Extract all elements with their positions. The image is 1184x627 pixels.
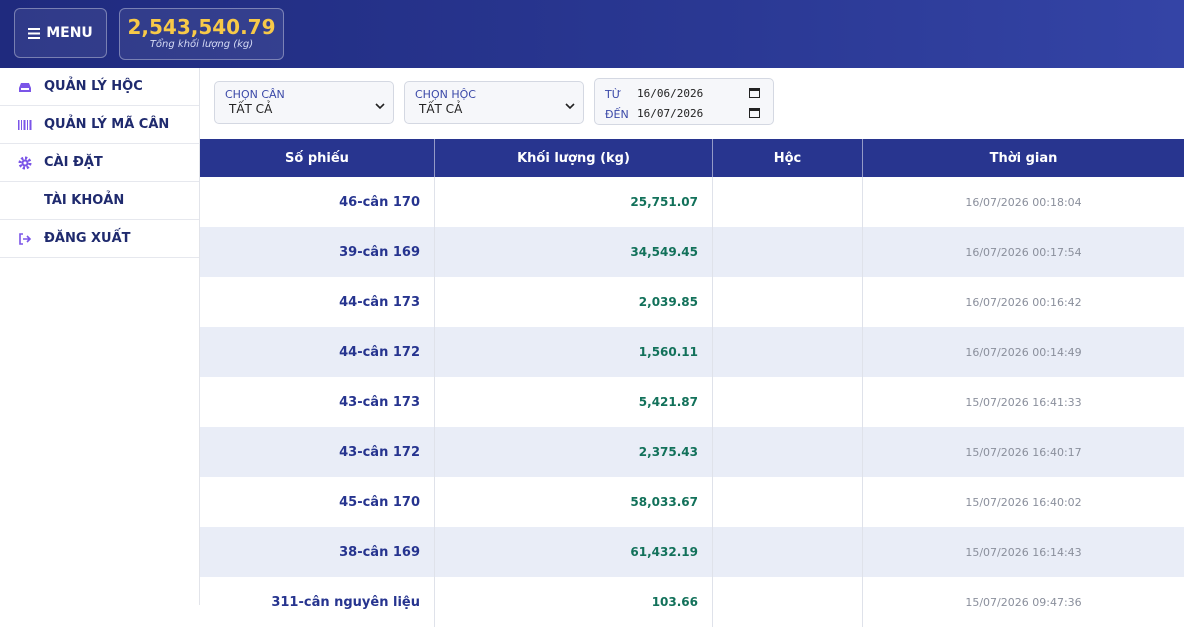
ticket-cell: 311-cân nguyên liệu <box>200 577 435 627</box>
nav-item[interactable]: TÀI KHOẢN <box>0 182 199 220</box>
nav-label: ĐĂNG XUẤT <box>44 231 131 246</box>
bin-cell <box>713 427 863 477</box>
weight-cell: 2,039.85 <box>435 277 713 327</box>
table-row: 44-cân 172 1,560.11 16/07/2026 00:14:49 <box>200 327 1184 377</box>
weight-cell: 61,432.19 <box>435 527 713 577</box>
date-to[interactable]: 16/07/2026 <box>637 107 704 120</box>
date-range: TỪ 16/06/2026 ĐẾN 16/07/2026 <box>594 78 774 125</box>
ticket-cell: 45-cân 170 <box>200 477 435 527</box>
ticket-cell: 43-cân 172 <box>200 427 435 477</box>
column-header: Hộc <box>713 139 863 177</box>
nav-icon <box>18 119 32 130</box>
nav-item[interactable]: ĐĂNG XUẤT <box>0 220 199 258</box>
bin-cell <box>713 177 863 227</box>
header: MENU 2,543,540.79 Tổng khối lượng (kg) <box>0 0 1184 68</box>
ticket-cell: 44-cân 172 <box>200 327 435 377</box>
select-value: TẤT CẢ <box>229 102 273 116</box>
weight-cell: 1,560.11 <box>435 327 713 377</box>
date-from[interactable]: 16/06/2026 <box>637 87 704 100</box>
select-hoc[interactable]: CHỌN HỘC TẤT CẢ <box>404 81 584 124</box>
bin-cell <box>713 477 863 527</box>
table-row: 45-cân 170 58,033.67 15/07/2026 16:40:02 <box>200 477 1184 527</box>
bin-cell <box>713 577 863 627</box>
time-cell: 16/07/2026 00:17:54 <box>965 245 1082 259</box>
nav-label: QUẢN LÝ MÃ CÂN <box>44 117 170 132</box>
bin-cell <box>713 227 863 277</box>
weight-cell: 25,751.07 <box>435 177 713 227</box>
select-label: CHỌN CÂN <box>225 88 285 101</box>
ticket-cell: 43-cân 173 <box>200 377 435 427</box>
time-cell: 15/07/2026 16:41:33 <box>965 395 1082 409</box>
time-cell: 16/07/2026 00:18:04 <box>965 195 1082 209</box>
ticket-cell: 44-cân 173 <box>200 277 435 327</box>
nav-icon <box>19 82 31 92</box>
menu-button[interactable]: MENU <box>14 8 107 58</box>
time-cell: 15/07/2026 16:14:43 <box>965 545 1082 559</box>
table-header: Số phiếu Khối lượng (kg) Hộc Thời gian <box>200 139 1184 177</box>
time-cell: 15/07/2026 09:47:36 <box>965 595 1082 609</box>
nav-icon <box>18 156 32 169</box>
nav-label: CÀI ĐẶT <box>44 155 103 170</box>
calendar-icon[interactable] <box>749 107 760 118</box>
table-row: 39-cân 169 34,549.45 16/07/2026 00:17:54 <box>200 227 1184 277</box>
chevron <box>375 103 385 110</box>
total-value: 2,543,540.79 <box>127 15 276 39</box>
nav-item[interactable]: QUẢN LÝ MÃ CÂN <box>0 106 199 144</box>
column-header: Khối lượng (kg) <box>435 139 713 177</box>
bin-cell <box>713 327 863 377</box>
ticket-cell: 38-cân 169 <box>200 527 435 577</box>
table-row: 43-cân 172 2,375.43 15/07/2026 16:40:17 <box>200 427 1184 477</box>
date-label: ĐẾN <box>605 108 629 121</box>
table-row: 311-cân nguyên liệu 103.66 15/07/2026 09:4… <box>200 577 1184 627</box>
nav-icon-space <box>18 194 32 208</box>
menu-icon <box>28 27 41 39</box>
sidebar: QUẢN LÝ HỘC QUẢN LÝ MÃ CÂN CÀI ĐẶT TÀI K… <box>0 68 200 605</box>
nav-icon <box>19 232 32 245</box>
ticket-cell: 39-cân 169 <box>200 227 435 277</box>
total-box: 2,543,540.79 Tổng khối lượng (kg) <box>119 8 284 60</box>
weight-cell: 103.66 <box>435 577 713 627</box>
nav-label: TÀI KHOẢN <box>44 193 125 208</box>
chevron <box>565 103 575 110</box>
nav-item[interactable]: QUẢN LÝ HỘC <box>0 68 199 106</box>
time-cell: 16/07/2026 00:16:42 <box>965 295 1082 309</box>
weight-cell: 58,033.67 <box>435 477 713 527</box>
select-label: CHỌN HỘC <box>415 88 476 101</box>
weight-cell: 34,549.45 <box>435 227 713 277</box>
menu-label: MENU <box>46 25 93 41</box>
select-can[interactable]: CHỌN CÂN TẤT CẢ <box>214 81 394 124</box>
table-row: 46-cân 170 25,751.07 16/07/2026 00:18:04 <box>200 177 1184 227</box>
bin-cell <box>713 277 863 327</box>
time-cell: 16/07/2026 00:14:49 <box>965 345 1082 359</box>
ticket-cell: 46-cân 170 <box>200 177 435 227</box>
nav-label: QUẢN LÝ HỘC <box>44 79 143 94</box>
weight-cell: 2,375.43 <box>435 427 713 477</box>
bin-cell <box>713 527 863 577</box>
table-row: 43-cân 173 5,421.87 15/07/2026 16:41:33 <box>200 377 1184 427</box>
column-header: Số phiếu <box>200 139 435 177</box>
select-value: TẤT CẢ <box>419 102 463 116</box>
calendar-icon[interactable] <box>749 87 760 98</box>
nav-item[interactable]: CÀI ĐẶT <box>0 144 199 182</box>
table-row: 44-cân 173 2,039.85 16/07/2026 00:16:42 <box>200 277 1184 327</box>
time-cell: 15/07/2026 16:40:02 <box>965 495 1082 509</box>
date-label: TỪ <box>605 88 622 101</box>
total-label: Tổng khối lượng (kg) <box>149 39 254 50</box>
column-header: Thời gian <box>989 150 1058 166</box>
bin-cell <box>713 377 863 427</box>
time-cell: 15/07/2026 16:40:17 <box>965 445 1082 459</box>
table-row: 38-cân 169 61,432.19 15/07/2026 16:14:43 <box>200 527 1184 577</box>
weight-cell: 5,421.87 <box>435 377 713 427</box>
